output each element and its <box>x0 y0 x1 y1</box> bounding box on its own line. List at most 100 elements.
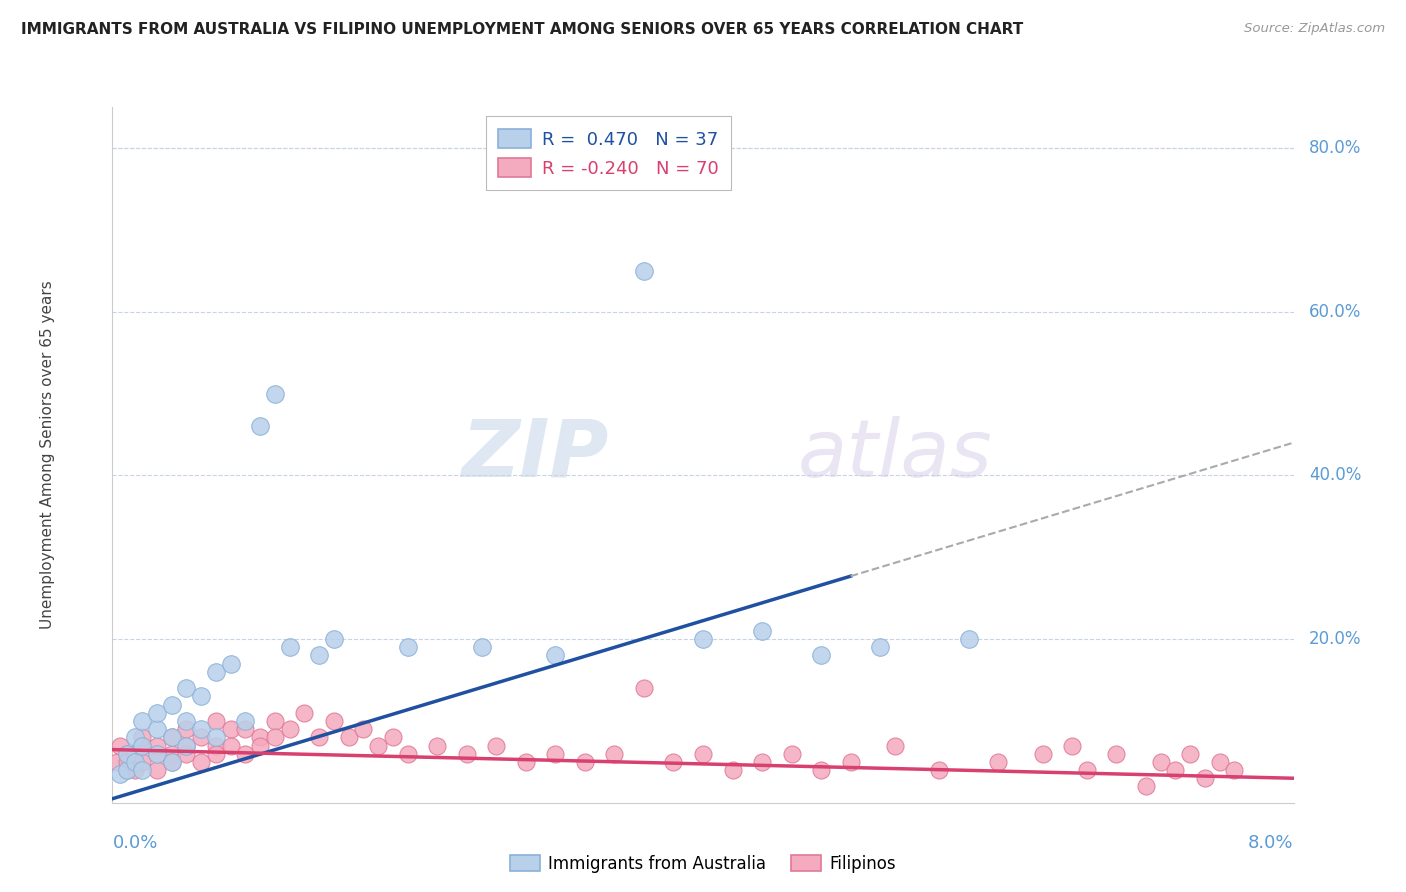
Point <box>633 681 655 696</box>
Text: 60.0%: 60.0% <box>1309 302 1361 321</box>
Point <box>1223 763 1246 777</box>
Point <box>1062 739 1084 753</box>
Point <box>131 763 153 777</box>
Point <box>124 755 146 769</box>
Point <box>1105 747 1128 761</box>
Point <box>160 731 183 745</box>
Point <box>810 763 832 777</box>
Point <box>146 722 169 736</box>
Point <box>1076 763 1098 777</box>
Point <box>117 763 138 777</box>
Point <box>219 739 242 753</box>
Legend: R =  0.470   N = 37, R = -0.240   N = 70: R = 0.470 N = 37, R = -0.240 N = 70 <box>486 116 731 190</box>
Point <box>249 731 271 745</box>
Point <box>174 714 197 728</box>
Point <box>131 739 153 753</box>
Point <box>780 747 803 761</box>
Point <box>544 747 567 761</box>
Point <box>1178 747 1201 761</box>
Point <box>810 648 832 663</box>
Point <box>124 763 146 777</box>
Point <box>308 648 330 663</box>
Point <box>1194 771 1216 785</box>
Point <box>190 722 212 736</box>
Point <box>396 640 419 655</box>
Text: Unemployment Among Seniors over 65 years: Unemployment Among Seniors over 65 years <box>39 281 55 629</box>
Point <box>278 722 301 736</box>
Point <box>174 681 197 696</box>
Point <box>1032 747 1054 761</box>
Text: atlas: atlas <box>797 416 993 494</box>
Point <box>308 731 330 745</box>
Point <box>233 714 256 728</box>
Point <box>124 747 146 761</box>
Point <box>633 264 655 278</box>
Point <box>117 763 138 777</box>
Point <box>131 755 153 769</box>
Point <box>160 755 183 769</box>
Point <box>233 722 256 736</box>
Point <box>160 747 183 761</box>
Point <box>692 632 714 646</box>
Point <box>124 731 146 745</box>
Point <box>485 739 508 753</box>
Point <box>751 755 773 769</box>
Point <box>190 690 212 704</box>
Point <box>249 419 271 434</box>
Point <box>264 731 287 745</box>
Point <box>190 755 212 769</box>
Point <box>396 747 419 761</box>
Point <box>264 714 287 728</box>
Point <box>108 739 131 753</box>
Point <box>205 731 228 745</box>
Point <box>131 714 153 728</box>
Point <box>603 747 626 761</box>
Point <box>146 747 169 761</box>
Text: 80.0%: 80.0% <box>1309 139 1361 157</box>
Point <box>471 640 494 655</box>
Text: ZIP: ZIP <box>461 416 609 494</box>
Point <box>928 763 950 777</box>
Point <box>692 747 714 761</box>
Legend: Immigrants from Australia, Filipinos: Immigrants from Australia, Filipinos <box>503 848 903 880</box>
Point <box>574 755 596 769</box>
Point <box>456 747 478 761</box>
Point <box>751 624 773 638</box>
Point <box>278 640 301 655</box>
Point <box>839 755 862 769</box>
Point <box>117 747 138 761</box>
Text: Source: ZipAtlas.com: Source: ZipAtlas.com <box>1244 22 1385 36</box>
Point <box>515 755 537 769</box>
Text: 0.0%: 0.0% <box>112 834 157 852</box>
Point <box>292 706 315 720</box>
Point <box>721 763 744 777</box>
Point <box>544 648 567 663</box>
Point <box>367 739 389 753</box>
Point <box>1150 755 1173 769</box>
Point <box>174 722 197 736</box>
Point <box>987 755 1010 769</box>
Point <box>233 747 256 761</box>
Point <box>219 657 242 671</box>
Point <box>249 739 271 753</box>
Point <box>117 747 138 761</box>
Point <box>117 755 138 769</box>
Point <box>174 747 197 761</box>
Point <box>426 739 449 753</box>
Point <box>160 698 183 712</box>
Point <box>205 665 228 679</box>
Point <box>337 731 360 745</box>
Point <box>323 632 346 646</box>
Point <box>957 632 980 646</box>
Text: 8.0%: 8.0% <box>1249 834 1294 852</box>
Point <box>146 747 169 761</box>
Point <box>131 739 153 753</box>
Point <box>105 755 128 769</box>
Point <box>884 739 907 753</box>
Point <box>869 640 891 655</box>
Point <box>146 739 169 753</box>
Point <box>205 747 228 761</box>
Point <box>1208 755 1232 769</box>
Text: 20.0%: 20.0% <box>1309 630 1361 648</box>
Point <box>174 739 197 753</box>
